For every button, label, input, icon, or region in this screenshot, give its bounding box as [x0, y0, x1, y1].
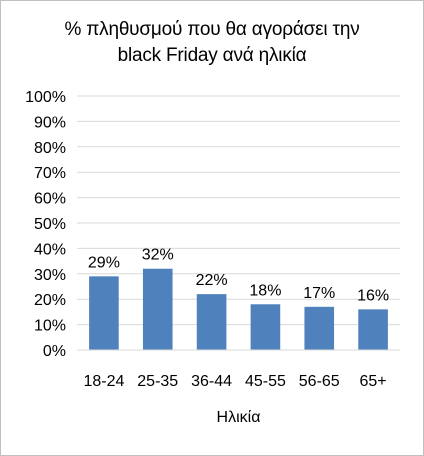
- data-label-65+: 16%: [357, 287, 389, 304]
- chart-title-line-1: % πληθυσμού που θα αγοράσει την: [64, 19, 360, 40]
- y-tick-label: 100%: [25, 89, 66, 106]
- y-tick-label: 30%: [34, 267, 66, 284]
- data-label-18-24: 29%: [88, 254, 120, 271]
- x-tick-label-65+: 65+: [360, 373, 387, 390]
- bar-18-24: [89, 276, 119, 350]
- x-tick-label-36-44: 36-44: [191, 373, 232, 390]
- chart-title-line-2: black Friday ανά ηλικία: [117, 45, 307, 66]
- x-tick-label-45-55: 45-55: [245, 373, 286, 390]
- data-label-25-35: 32%: [142, 247, 174, 264]
- bar-65+: [358, 309, 388, 350]
- data-label-45-55: 18%: [249, 282, 281, 299]
- chart-title: % πληθυσμού που θα αγοράσει την black Fr…: [0, 17, 424, 69]
- data-labels: 29% 32% 22% 18% 17% 16%: [88, 247, 389, 305]
- data-label-36-44: 22%: [196, 272, 228, 289]
- x-axis-ticks: 18-24 25-35 36-44 45-55 56-65 65+: [83, 373, 386, 390]
- y-tick-label: 40%: [34, 241, 66, 258]
- data-label-56-65: 17%: [303, 285, 335, 302]
- y-tick-label: 60%: [34, 191, 66, 208]
- y-tick-label: 10%: [34, 318, 66, 335]
- y-tick-label: 50%: [34, 216, 66, 233]
- x-tick-label-18-24: 18-24: [83, 373, 124, 390]
- y-tick-label: 80%: [34, 140, 66, 157]
- y-tick-label: 70%: [34, 165, 66, 182]
- y-tick-label: 90%: [34, 114, 66, 131]
- gridlines: [77, 95, 400, 326]
- y-axis-ticks: 0% 10% 20% 30% 40% 50% 60% 70% 80% 90% 100%: [25, 89, 66, 360]
- bar-56-65: [304, 306, 335, 350]
- y-tick-label: 0%: [43, 343, 66, 360]
- x-tick-label-25-35: 25-35: [137, 373, 178, 390]
- y-tick-label: 20%: [34, 292, 66, 309]
- x-tick-label-56-65: 56-65: [299, 373, 340, 390]
- bar-36-44: [196, 294, 227, 350]
- x-axis-title: Ηλικία: [217, 409, 261, 426]
- bar-45-55: [250, 304, 281, 350]
- bar-25-35: [142, 268, 173, 350]
- bars: [89, 268, 388, 350]
